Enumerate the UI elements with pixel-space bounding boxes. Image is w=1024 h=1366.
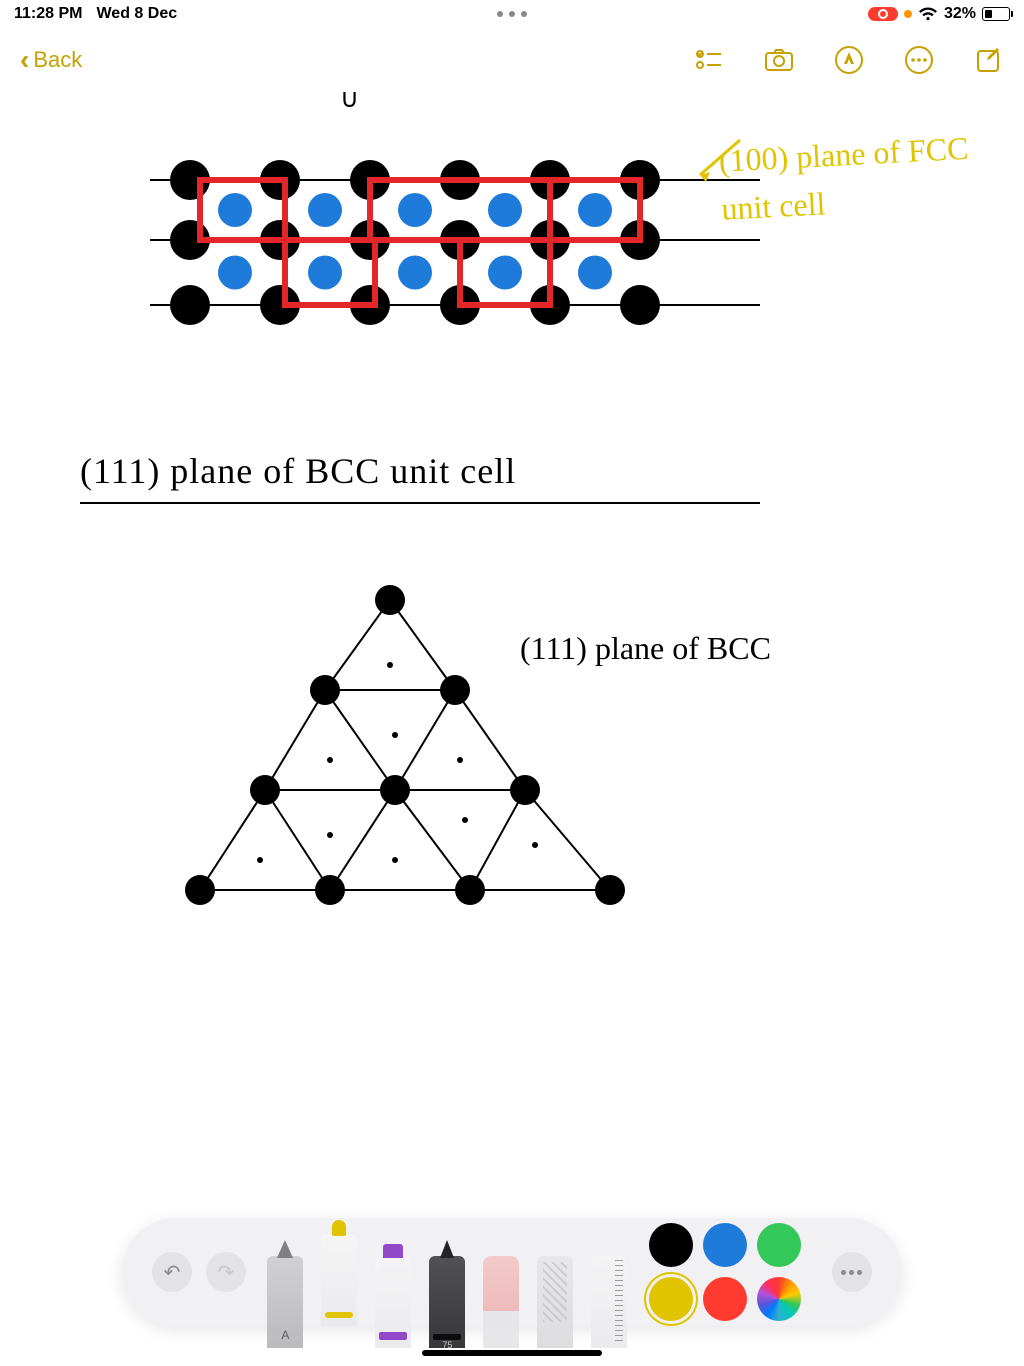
home-indicator[interactable] [422,1350,602,1356]
color-palette [649,1223,801,1321]
undo-button[interactable]: ↶ [152,1252,192,1292]
camera-icon[interactable] [764,45,794,75]
note-header: ‹ Back [0,36,1024,84]
tool-marker[interactable] [321,1234,357,1326]
tool-tray: A75 [267,1218,627,1326]
tool-highlighter[interactable] [375,1256,411,1348]
multitask-dots[interactable] [497,11,527,17]
wifi-icon [918,7,938,21]
color-swatch[interactable] [649,1223,693,1267]
tool-lasso[interactable] [537,1256,573,1348]
color-swatch[interactable] [703,1277,747,1321]
stray-mark: ∪ [340,84,359,114]
more-icon[interactable] [904,45,934,75]
color-swatch[interactable] [703,1223,747,1267]
note-canvas[interactable]: ∪ (100) plane of FCC unit cell (111) pla… [0,90,1024,1166]
chevron-left-icon: ‹ [20,44,29,76]
color-swatch[interactable] [649,1277,693,1321]
screen-recording-indicator[interactable] [868,7,898,21]
battery-icon [982,7,1010,21]
markup-icon[interactable] [834,45,864,75]
tool-eraser[interactable] [483,1256,519,1348]
mic-in-use-indicator [904,10,912,18]
annotation-bcc-heading: (111) plane of BCC unit cell [80,450,516,492]
toolbar-more-button[interactable] [832,1252,872,1292]
compose-icon[interactable] [974,45,1004,75]
heading-underline [80,502,760,504]
drawing-toolbar: ↶ ↷ A75 [122,1218,902,1326]
back-label: Back [33,47,82,73]
arrow-icon [690,130,750,190]
color-swatch[interactable] [757,1223,801,1267]
tool-ruler[interactable] [591,1256,627,1348]
annotation-bcc-triangle: (111) plane of BCC [520,630,771,667]
status-time: 11:28 PM [14,5,82,23]
back-button[interactable]: ‹ Back [20,44,82,76]
battery-pct: 32% [944,5,976,23]
tool-pen[interactable]: A [267,1256,303,1348]
status-bar: 11:28 PM Wed 8 Dec 32% [0,0,1024,28]
status-date: Wed 8 Dec [96,5,177,23]
tool-pencil[interactable]: 75 [429,1256,465,1348]
redo-button[interactable]: ↷ [206,1252,246,1292]
annotation-fcc-plane: (100) plane of FCC unit cell [718,123,983,232]
color-swatch[interactable] [757,1277,801,1321]
checklist-icon[interactable] [694,45,724,75]
